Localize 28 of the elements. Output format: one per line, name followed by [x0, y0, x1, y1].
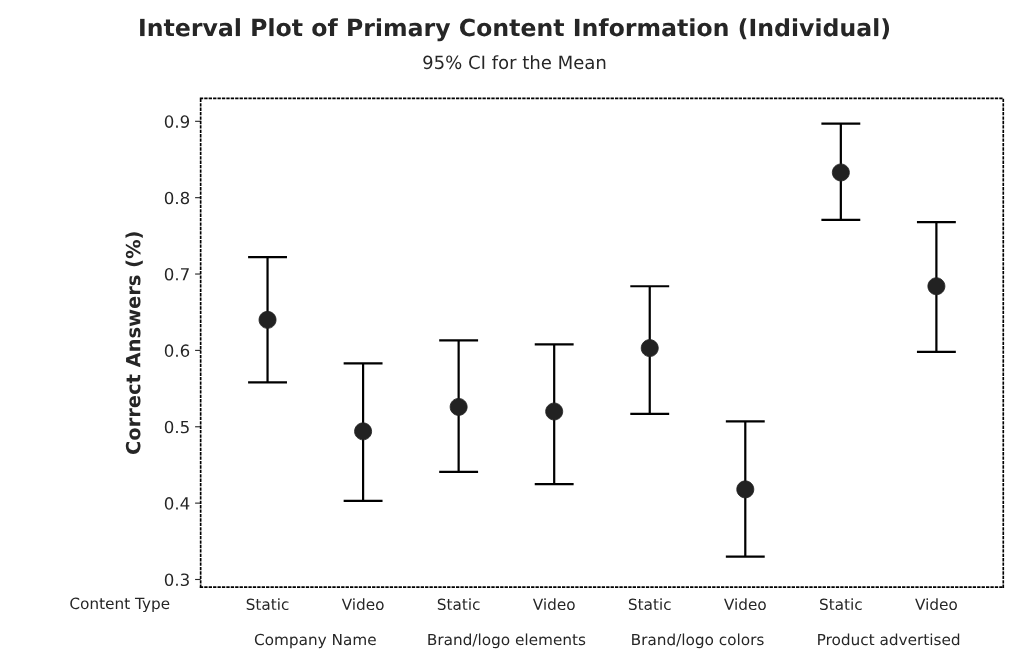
- point: [258, 310, 277, 329]
- y-tick-label: 0.4: [164, 497, 190, 510]
- text: Product advertised: [818, 633, 960, 646]
- point: [545, 402, 564, 421]
- text: Company Name: [254, 633, 376, 649]
- y-tick-label: 0.3: [164, 573, 189, 587]
- text: Content Type: [70, 597, 170, 613]
- y-tick-label: 0.7: [164, 268, 189, 281]
- chart-title: Interval Plot of Primary Content Information (Individual): [140, 18, 890, 42]
- chart-subtitle: 95% CI for the Mean: [423, 55, 606, 70]
- x-tick-label: Video: [915, 598, 957, 611]
- x-tick-label: Static: [820, 598, 862, 611]
- y-tick-label: 0.9: [164, 115, 190, 128]
- y-axis-title: Correct Answers (%): [125, 232, 143, 454]
- point: [736, 480, 755, 499]
- x-tick-label: Video: [532, 598, 575, 611]
- x-tick-label: Video: [724, 598, 766, 611]
- x-tick-label: Video: [341, 598, 384, 611]
- y-tick-label: 0.6: [164, 344, 190, 357]
- y-tick-label: 0.5: [164, 420, 189, 434]
- x-tick-label: Static: [246, 598, 289, 611]
- x-tick-label: Static: [437, 598, 480, 611]
- x-tick-label: Static: [628, 598, 671, 611]
- text: Brand/logo colors: [632, 633, 764, 649]
- point: [927, 277, 946, 296]
- y-tick-label: 0.8: [164, 191, 190, 205]
- text: Brand/logo elements: [428, 633, 586, 649]
- point: [831, 163, 850, 182]
